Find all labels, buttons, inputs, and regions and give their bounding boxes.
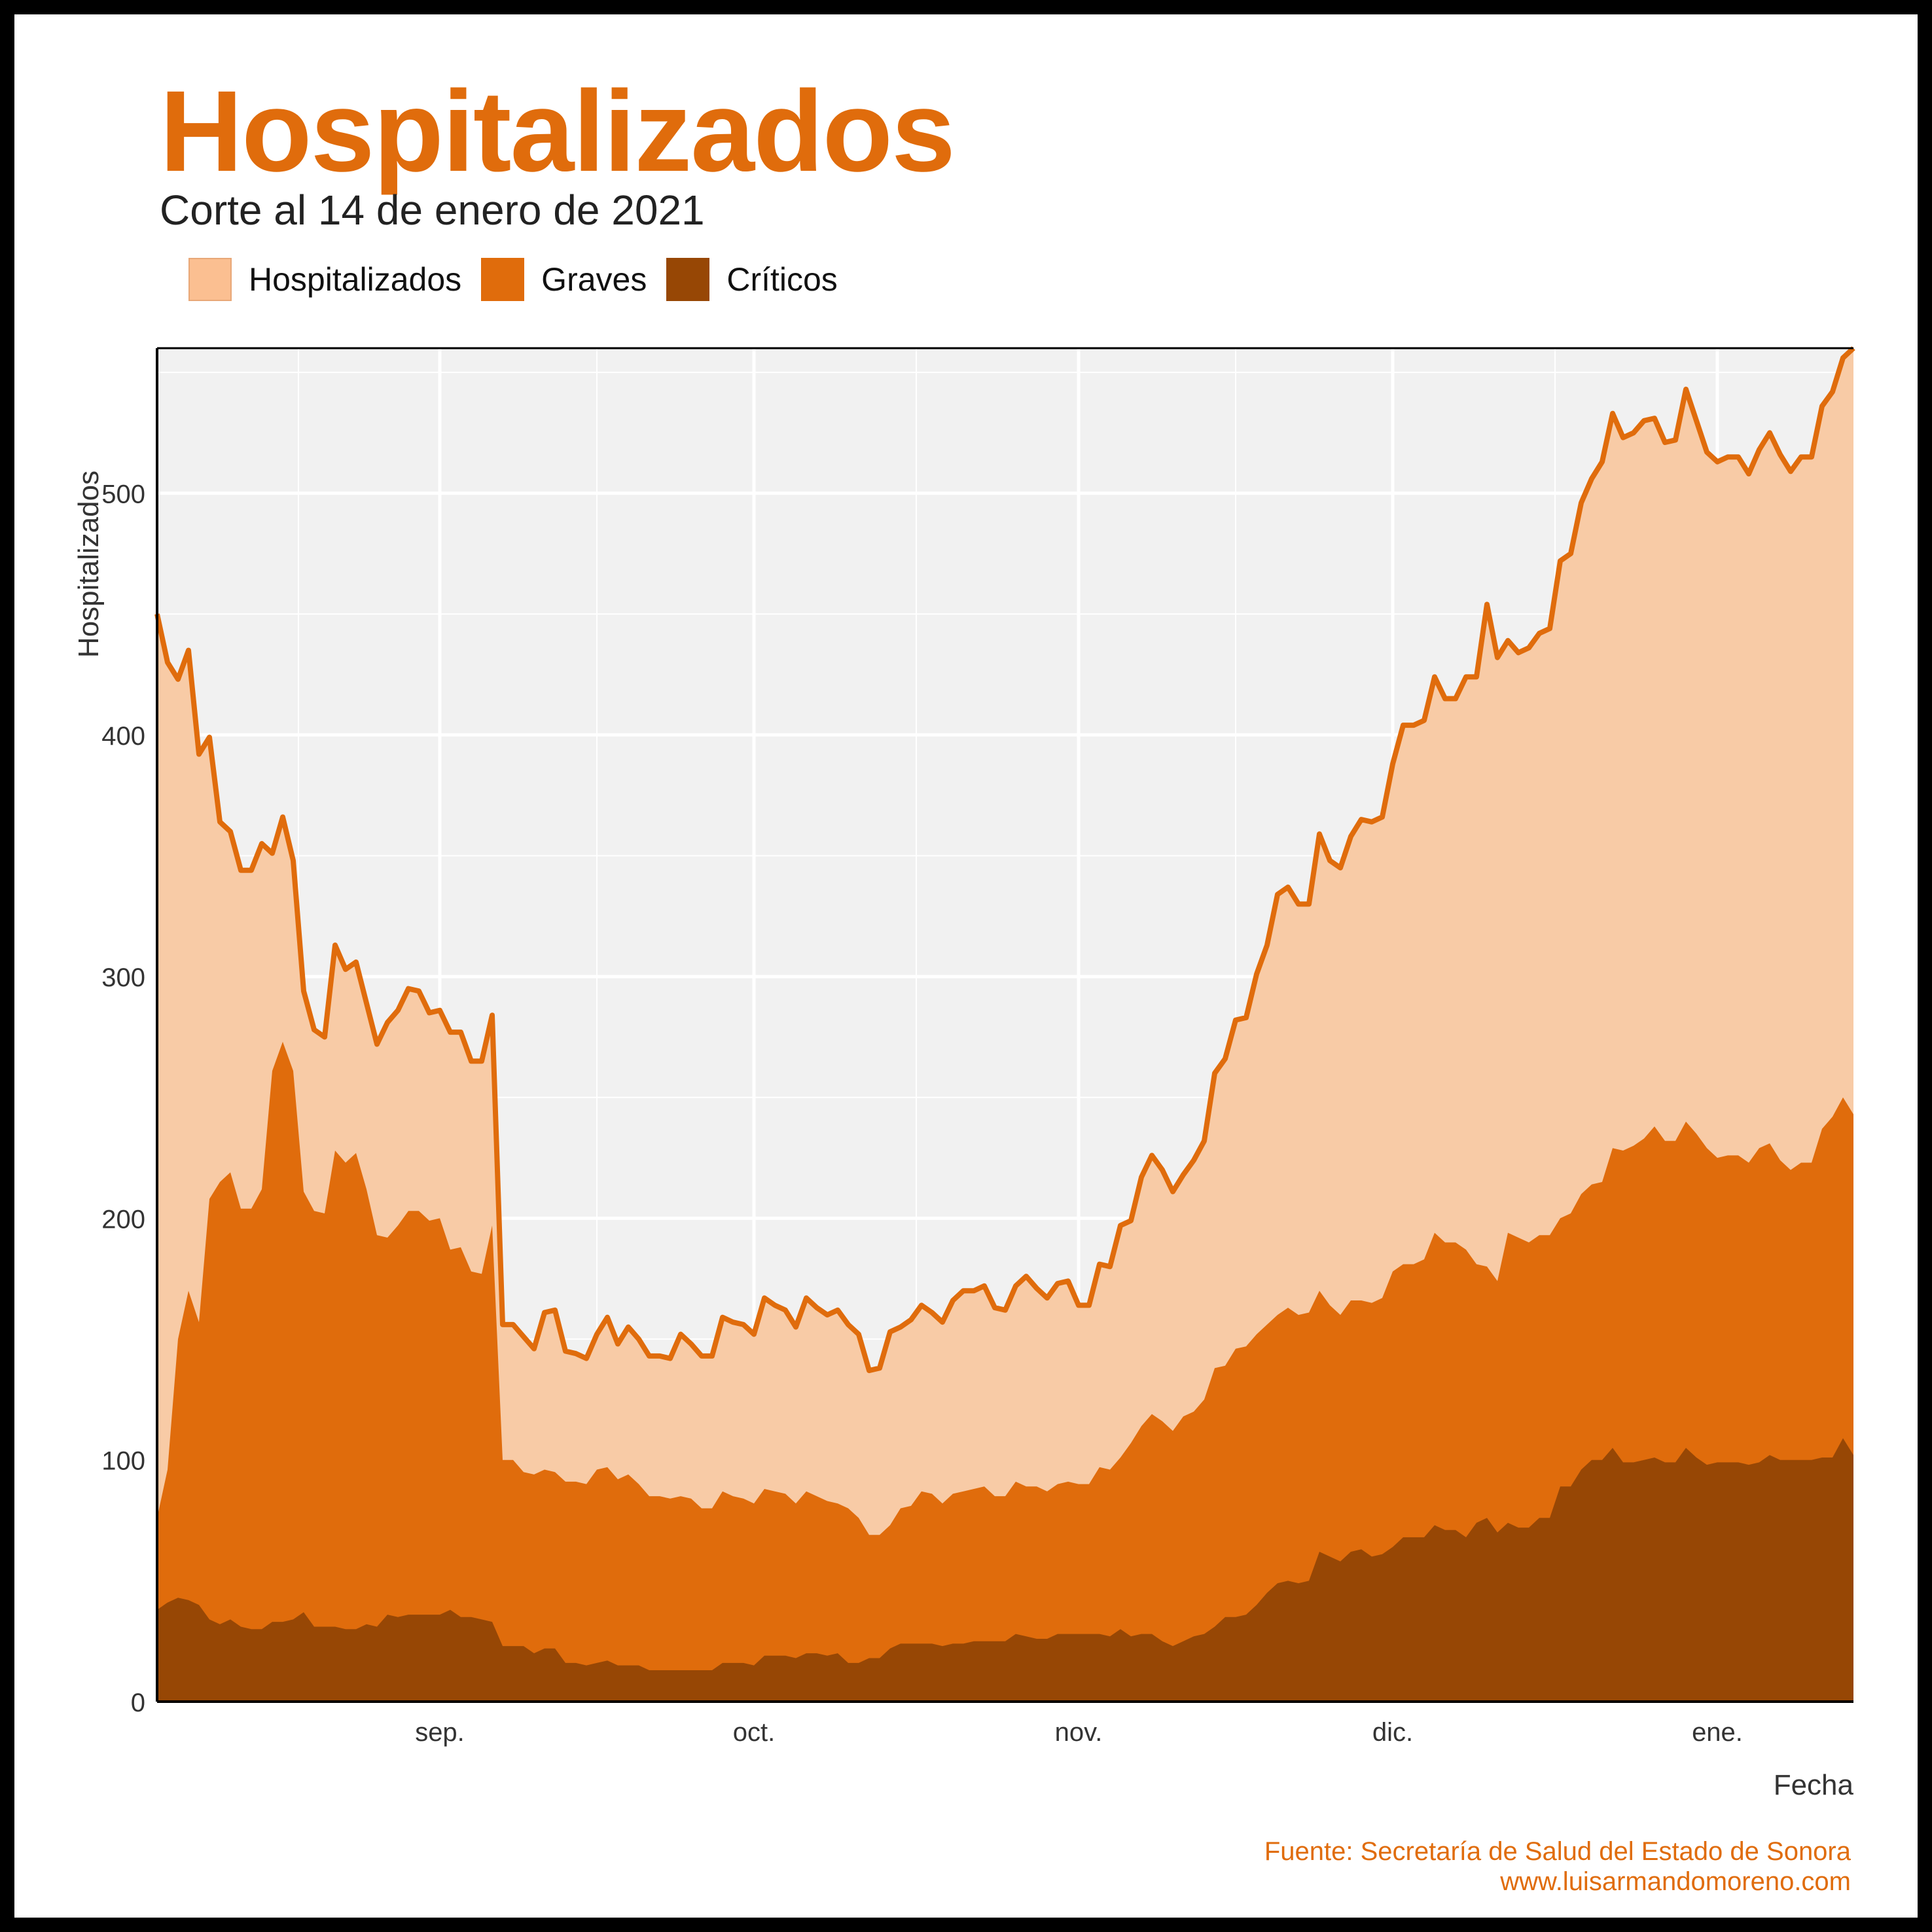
legend-item-graves: Graves — [481, 258, 647, 301]
source-note: Fuente: Secretaría de Salud del Estado d… — [1264, 1836, 1851, 1897]
y-tick-label: 100 — [101, 1447, 145, 1476]
area-layers — [154, 346, 1855, 1702]
legend-label-graves: Graves — [541, 261, 647, 298]
x-tick-label: nov. — [1055, 1718, 1103, 1747]
legend: Hospitalizados Graves Críticos — [188, 258, 857, 301]
y-axis-title: Hospitalizados — [73, 471, 105, 658]
source-line: Fuente: Secretaría de Salud del Estado d… — [1264, 1837, 1851, 1866]
axes: 0 100 200 300 400 500 sep. oct. nov. dic. ene. — [101, 347, 1853, 1747]
line-hospitalizados — [154, 346, 1855, 1374]
y-tick-label: 500 — [101, 480, 145, 509]
y-tick-label: 0 — [131, 1689, 145, 1717]
legend-label-hospitalizados: Hospitalizados — [249, 261, 462, 298]
chart-subtitle: Corte al 14 de enero de 2021 — [160, 187, 705, 234]
area-criticos — [157, 1438, 1853, 1702]
legend-item-hospitalizados: Hospitalizados — [188, 258, 461, 301]
chart-frame: Hospitalizados Corte al 14 de enero de 2… — [14, 14, 1918, 1918]
area-chart: 0 100 200 300 400 500 sep. oct. nov. dic. ene. Hos… — [73, 346, 1855, 1801]
x-tick-label: oct. — [733, 1718, 775, 1747]
legend-label-criticos: Críticos — [726, 261, 838, 298]
legend-swatch-criticos — [666, 258, 710, 301]
y-tick-label: 400 — [101, 722, 145, 751]
chart-title: Hospitalizados — [160, 67, 956, 196]
legend-swatch-hospitalizados — [188, 258, 232, 301]
legend-item-criticos: Críticos — [666, 258, 838, 301]
x-axis-title: Fecha — [1774, 1769, 1854, 1801]
x-tick-label: sep. — [415, 1718, 465, 1747]
y-tick-label: 200 — [101, 1205, 145, 1234]
website-line: www.luisarmandomoreno.com — [1500, 1867, 1851, 1896]
axis-labels: Hospitalizados Fecha — [73, 471, 1854, 1801]
y-tick-label: 300 — [101, 963, 145, 992]
x-tick-label: ene. — [1692, 1718, 1743, 1747]
legend-swatch-graves — [481, 258, 525, 301]
x-tick-label: dic. — [1372, 1718, 1413, 1747]
